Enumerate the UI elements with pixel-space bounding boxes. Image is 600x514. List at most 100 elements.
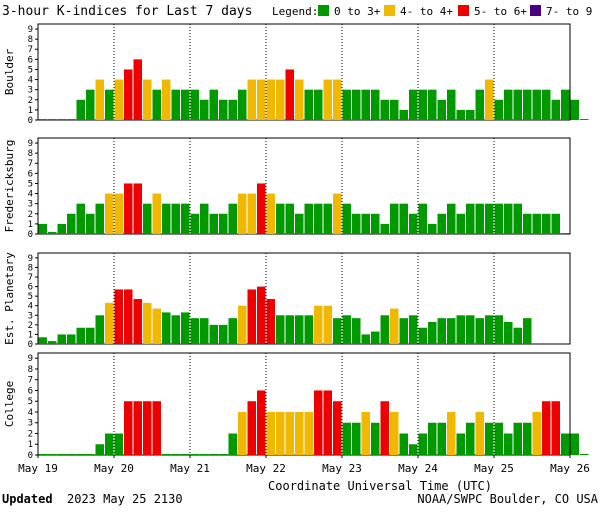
- bar: [437, 99, 446, 120]
- y-tick-label: 0: [28, 451, 33, 461]
- bar: [418, 203, 427, 234]
- bar: [57, 453, 66, 455]
- bar: [371, 213, 380, 234]
- legend-entry-3: 7- to 9: [546, 5, 592, 18]
- bar: [361, 213, 370, 234]
- bar: [276, 411, 285, 455]
- bar: [171, 453, 180, 455]
- bar: [266, 79, 275, 120]
- bar: [200, 203, 209, 234]
- bar: [494, 422, 503, 455]
- bar: [219, 213, 228, 234]
- y-tick-label: 0: [28, 116, 33, 126]
- bar: [105, 89, 114, 120]
- bar: [143, 79, 152, 120]
- bar: [466, 203, 475, 234]
- y-tick-label: 2: [28, 321, 33, 331]
- bar: [48, 453, 57, 455]
- legend-swatch-0: [318, 5, 329, 16]
- bar: [57, 223, 66, 234]
- bar: [133, 299, 142, 344]
- y-tick-label: 1: [28, 106, 33, 116]
- bar: [105, 193, 114, 234]
- y-tick-label: 4: [28, 76, 33, 86]
- bar: [314, 89, 323, 120]
- y-axis-label: Boulder: [3, 48, 16, 95]
- bar: [285, 411, 294, 455]
- x-tick-label: May 22: [246, 462, 286, 475]
- bar: [38, 337, 47, 344]
- bar: [456, 109, 465, 120]
- bar: [152, 193, 161, 234]
- bar: [124, 289, 133, 344]
- bar: [238, 193, 247, 234]
- legend-entry-2: 5- to 6+: [474, 5, 527, 18]
- bar: [399, 203, 408, 234]
- bar: [323, 203, 332, 234]
- y-tick-label: 6: [28, 55, 33, 65]
- bar: [238, 305, 247, 344]
- bar: [561, 433, 570, 455]
- chart-header: 3-hour K-indices for Last 7 days Legend:: [2, 4, 318, 19]
- bar: [57, 334, 66, 344]
- bar: [456, 315, 465, 344]
- x-tick-label: May 20: [94, 462, 134, 475]
- bar: [437, 213, 446, 234]
- bar: [380, 99, 389, 120]
- bar: [323, 79, 332, 120]
- bar: [409, 315, 418, 344]
- legend-swatch-3: [530, 5, 541, 16]
- bar: [124, 401, 133, 455]
- bar: [209, 213, 218, 234]
- bar: [209, 453, 218, 455]
- y-axis-label: Est. Planetary: [3, 252, 16, 345]
- bar: [523, 318, 532, 344]
- bar: [333, 401, 342, 455]
- y-tick-label: 1: [28, 330, 33, 340]
- y-tick-label: 7: [28, 273, 33, 283]
- bar: [38, 118, 47, 120]
- bar: [285, 315, 294, 344]
- bar: [95, 315, 104, 344]
- bar: [418, 433, 427, 455]
- bar: [86, 453, 95, 455]
- y-tick-label: 1: [28, 220, 33, 230]
- y-tick-label: 3: [28, 311, 33, 321]
- footer: Updated 2023 May 25 2130 NOAA/SWPC Bould…: [2, 492, 599, 506]
- bar: [475, 411, 484, 455]
- bar: [551, 213, 560, 234]
- y-tick-label: 2: [28, 210, 33, 220]
- bar: [361, 89, 370, 120]
- bar: [76, 453, 85, 455]
- panel-frame: [37, 352, 571, 456]
- bar: [447, 411, 456, 455]
- bar: [162, 79, 171, 120]
- bar: [124, 69, 133, 120]
- bar: [257, 286, 266, 344]
- bar: [523, 89, 532, 120]
- bar: [342, 315, 351, 344]
- bar: [95, 79, 104, 120]
- bar: [257, 79, 266, 120]
- bar: [285, 203, 294, 234]
- y-tick-label: 3: [28, 419, 33, 429]
- bar: [219, 453, 228, 455]
- y-axis-label: Fredericksburg: [3, 140, 16, 233]
- bar: [352, 89, 361, 120]
- bar: [504, 321, 513, 344]
- bar: [181, 203, 190, 234]
- bar: [171, 89, 180, 120]
- bar: [143, 302, 152, 344]
- bar: [257, 183, 266, 234]
- bar: [86, 327, 95, 344]
- bar: [570, 433, 579, 455]
- y-tick-label: 9: [28, 354, 33, 364]
- bar: [304, 203, 313, 234]
- bar: [285, 69, 294, 120]
- bar: [390, 203, 399, 234]
- chart-title: 3-hour K-indices for Last 7 days: [2, 4, 252, 19]
- bar: [475, 89, 484, 120]
- legend-label: Legend:: [272, 5, 318, 18]
- x-tick-label: May 21: [170, 462, 210, 475]
